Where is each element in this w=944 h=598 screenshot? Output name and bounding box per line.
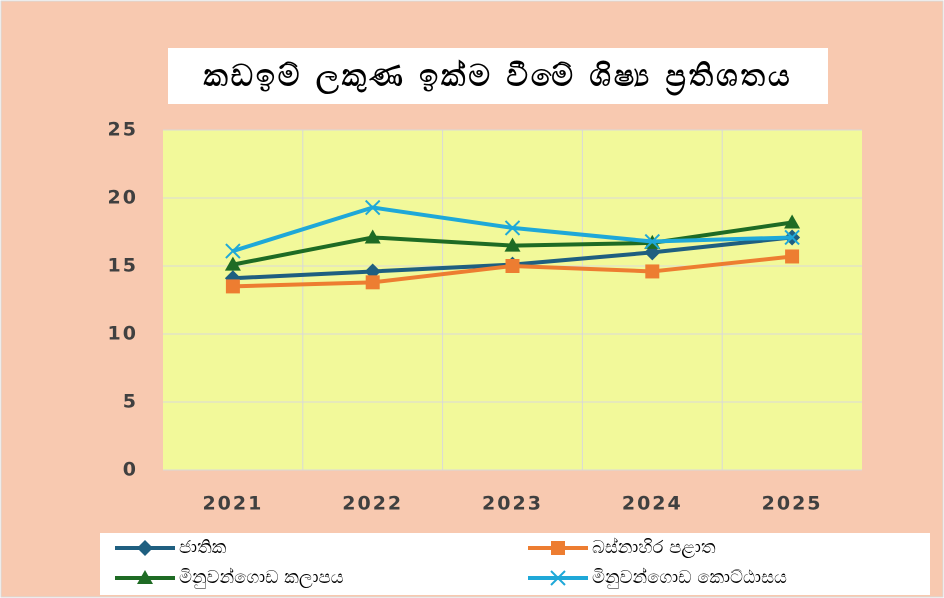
y-tick-label: 10: [108, 323, 138, 345]
y-tick-label: 5: [123, 391, 138, 413]
marker: [224, 256, 241, 271]
marker: [364, 229, 381, 244]
x-tick-label: 2022: [342, 493, 403, 515]
y-tick-label: 15: [108, 255, 138, 277]
y-tick-label: 20: [108, 187, 138, 209]
marker: [225, 243, 241, 259]
x-tick-label: 2021: [202, 493, 263, 515]
marker: [644, 233, 661, 250]
marker: [504, 220, 521, 236]
legend-label: මිනුවන්ගොඩ කොට්ඨාසය: [592, 567, 787, 588]
marker: [137, 570, 153, 584]
title-box: [168, 48, 828, 104]
marker: [785, 249, 800, 264]
y-tick-label: 25: [108, 119, 138, 141]
marker: [504, 237, 521, 252]
marker: [550, 570, 566, 586]
marker: [784, 229, 800, 246]
marker: [551, 541, 565, 555]
marker: [225, 279, 240, 294]
legend-label: මිනුවන්ගොඩ කලාපය: [179, 567, 344, 588]
legend-label: බස්නාහිර පළාත: [592, 537, 716, 558]
y-tick-label: 0: [123, 459, 138, 481]
legend-box: [100, 533, 930, 595]
legend-label: ජාතික: [179, 537, 227, 558]
x-tick-label: 2025: [762, 493, 823, 515]
chart-title: කඩඉම් ලකුණ ඉක්ම වීමේ ශිෂ්‍ය ප්‍රතිශතය: [203, 59, 792, 96]
marker: [137, 540, 153, 556]
marker: [365, 275, 380, 290]
x-tick-label: 2024: [622, 493, 683, 515]
plot-area: [163, 130, 862, 470]
marker: [505, 259, 520, 273]
x-tick-label: 2023: [482, 493, 543, 515]
marker: [784, 214, 801, 229]
marker: [645, 264, 660, 279]
marker: [364, 199, 381, 216]
